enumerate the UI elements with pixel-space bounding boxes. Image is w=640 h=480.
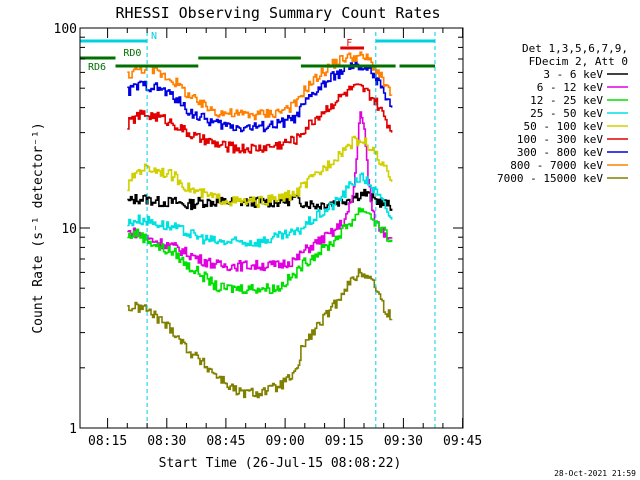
legend-entry-label: 3 - 6 keV [543,68,603,81]
series-line-2 [127,207,393,294]
x-tick-label: 09:30 [384,434,423,449]
legend-entry-label: 25 - 50 keV [530,107,603,120]
series-line-7 [127,51,393,121]
x-tick-label: 08:45 [206,434,245,449]
x-tick-label: 09:15 [325,434,364,449]
legend-entry-label: 300 - 800 keV [517,146,603,159]
legend-entry-label: 50 - 100 keV [524,120,604,133]
series-line-8 [127,268,393,399]
legend-entry-label: 100 - 300 keV [517,133,603,146]
flag-label: N [151,31,157,42]
legend: Det 1,3,5,6,7,9,FDecim 2, Att 03 - 6 keV… [497,42,628,185]
timestamp: 28-Oct-2021 21:59 [554,469,636,478]
x-tick-label: 08:15 [88,434,127,449]
legend-header: Det 1,3,5,6,7,9, [522,42,628,55]
y-axis-ticks: 1 10 100 [54,22,463,437]
legend-entry-label: 800 - 7000 keV [510,159,603,172]
x-tick-label: 09:45 [443,434,482,449]
flag-label: F [346,38,352,49]
x-tick-label: 09:00 [266,434,305,449]
legend-header: FDecim 2, Att 0 [529,55,628,68]
x-axis-label: Start Time (26-Jul-15 08:08:22) [159,456,402,471]
series-line-5 [127,83,393,154]
flag-label: RD0 [123,48,141,59]
chart-title: RHESSI Observing Summary Count Rates [115,4,440,22]
series-line-3 [127,172,393,248]
y-tick-label: 10 [61,222,77,237]
series-line-4 [127,135,393,208]
series-line-1 [127,111,393,272]
y-axis-label: Count Rate (s⁻¹ detector⁻¹) [31,122,46,333]
flag-label: RD6 [88,62,106,73]
legend-entry-label: 6 - 12 keV [537,81,604,94]
x-axis-ticks: 08:15 08:30 08:45 09:00 09:15 09:30 09:45 [88,28,482,449]
legend-entry-label: 12 - 25 keV [530,94,603,107]
plot-series-group [127,32,436,428]
y-tick-label: 1 [69,422,77,437]
y-tick-label: 100 [54,22,77,37]
flag-bars-group: N F RD0 RD6 [80,31,435,73]
x-tick-label: 08:30 [147,434,186,449]
legend-entry-label: 7000 - 15000 keV [497,172,603,185]
